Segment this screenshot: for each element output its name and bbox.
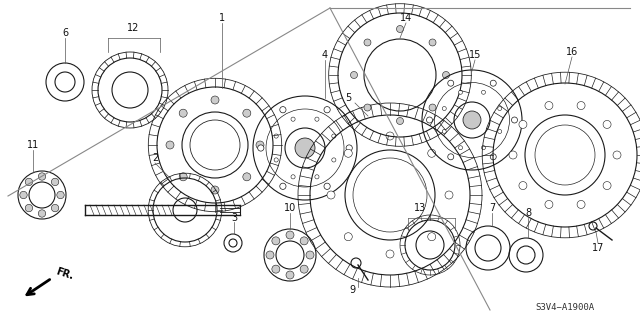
Circle shape xyxy=(51,178,59,186)
Circle shape xyxy=(280,107,286,113)
Circle shape xyxy=(498,130,502,133)
Circle shape xyxy=(481,90,486,94)
Circle shape xyxy=(519,121,527,129)
Circle shape xyxy=(166,141,174,149)
Circle shape xyxy=(346,145,352,151)
Text: 15: 15 xyxy=(469,50,481,60)
Text: 1: 1 xyxy=(219,13,225,23)
Circle shape xyxy=(57,191,64,199)
Text: 8: 8 xyxy=(525,208,531,218)
Circle shape xyxy=(490,80,496,86)
Circle shape xyxy=(38,173,45,180)
Circle shape xyxy=(426,117,433,123)
Circle shape xyxy=(498,107,502,110)
Circle shape xyxy=(364,104,371,111)
Circle shape xyxy=(286,271,294,279)
Circle shape xyxy=(458,90,463,94)
Text: 14: 14 xyxy=(400,13,412,23)
Circle shape xyxy=(442,130,446,133)
Circle shape xyxy=(511,117,518,123)
Circle shape xyxy=(509,151,517,159)
Text: 5: 5 xyxy=(345,93,351,103)
Circle shape xyxy=(300,237,308,245)
Circle shape xyxy=(442,107,446,110)
Text: 13: 13 xyxy=(414,203,426,213)
Circle shape xyxy=(243,173,251,181)
Circle shape xyxy=(429,39,436,46)
Circle shape xyxy=(429,104,436,111)
Circle shape xyxy=(364,39,371,46)
Text: 7: 7 xyxy=(489,203,495,213)
Circle shape xyxy=(211,96,219,104)
Circle shape xyxy=(272,237,280,245)
Circle shape xyxy=(179,109,187,117)
Circle shape xyxy=(315,117,319,121)
Circle shape xyxy=(291,117,295,121)
Circle shape xyxy=(545,101,553,109)
Text: 9: 9 xyxy=(349,285,355,295)
Text: 4: 4 xyxy=(322,50,328,60)
Circle shape xyxy=(445,191,453,199)
Circle shape xyxy=(481,146,486,150)
Circle shape xyxy=(25,178,33,186)
Text: 17: 17 xyxy=(592,243,604,253)
Circle shape xyxy=(256,141,264,149)
Circle shape xyxy=(306,251,314,259)
Circle shape xyxy=(519,182,527,189)
Circle shape xyxy=(286,231,294,239)
Circle shape xyxy=(272,265,280,273)
Circle shape xyxy=(179,173,187,181)
Text: 10: 10 xyxy=(284,203,296,213)
Circle shape xyxy=(386,132,394,140)
Circle shape xyxy=(274,158,278,162)
Circle shape xyxy=(51,204,59,212)
Circle shape xyxy=(332,134,336,138)
Circle shape xyxy=(327,191,335,199)
Circle shape xyxy=(397,26,403,33)
Circle shape xyxy=(315,175,319,179)
Circle shape xyxy=(20,191,27,199)
Circle shape xyxy=(463,111,481,129)
Circle shape xyxy=(324,183,330,189)
Circle shape xyxy=(211,186,219,194)
Circle shape xyxy=(324,107,330,113)
Circle shape xyxy=(344,149,352,157)
Circle shape xyxy=(351,71,358,78)
Circle shape xyxy=(266,251,274,259)
Circle shape xyxy=(243,109,251,117)
Circle shape xyxy=(442,71,449,78)
Circle shape xyxy=(274,134,278,138)
Circle shape xyxy=(258,145,264,151)
Circle shape xyxy=(332,158,336,162)
Circle shape xyxy=(428,149,436,157)
Circle shape xyxy=(577,101,585,109)
Circle shape xyxy=(344,233,352,241)
Circle shape xyxy=(545,200,553,208)
Circle shape xyxy=(577,200,585,208)
Circle shape xyxy=(397,117,403,124)
Text: 12: 12 xyxy=(127,23,139,33)
Circle shape xyxy=(25,204,33,212)
Circle shape xyxy=(458,146,463,150)
Text: 3: 3 xyxy=(231,213,237,223)
Circle shape xyxy=(280,183,286,189)
Text: 11: 11 xyxy=(27,140,39,150)
Text: 6: 6 xyxy=(62,28,68,38)
Circle shape xyxy=(613,151,621,159)
Circle shape xyxy=(448,80,454,86)
Circle shape xyxy=(38,210,45,217)
Circle shape xyxy=(603,182,611,189)
Circle shape xyxy=(448,154,454,160)
Circle shape xyxy=(603,121,611,129)
Circle shape xyxy=(295,138,315,158)
Text: FR.: FR. xyxy=(55,266,76,282)
Text: 2: 2 xyxy=(152,153,158,163)
Circle shape xyxy=(291,175,295,179)
Circle shape xyxy=(490,154,496,160)
Circle shape xyxy=(428,233,436,241)
Text: 16: 16 xyxy=(566,47,578,57)
Text: S3V4−A1900A: S3V4−A1900A xyxy=(536,303,595,313)
Circle shape xyxy=(300,265,308,273)
Circle shape xyxy=(386,250,394,258)
